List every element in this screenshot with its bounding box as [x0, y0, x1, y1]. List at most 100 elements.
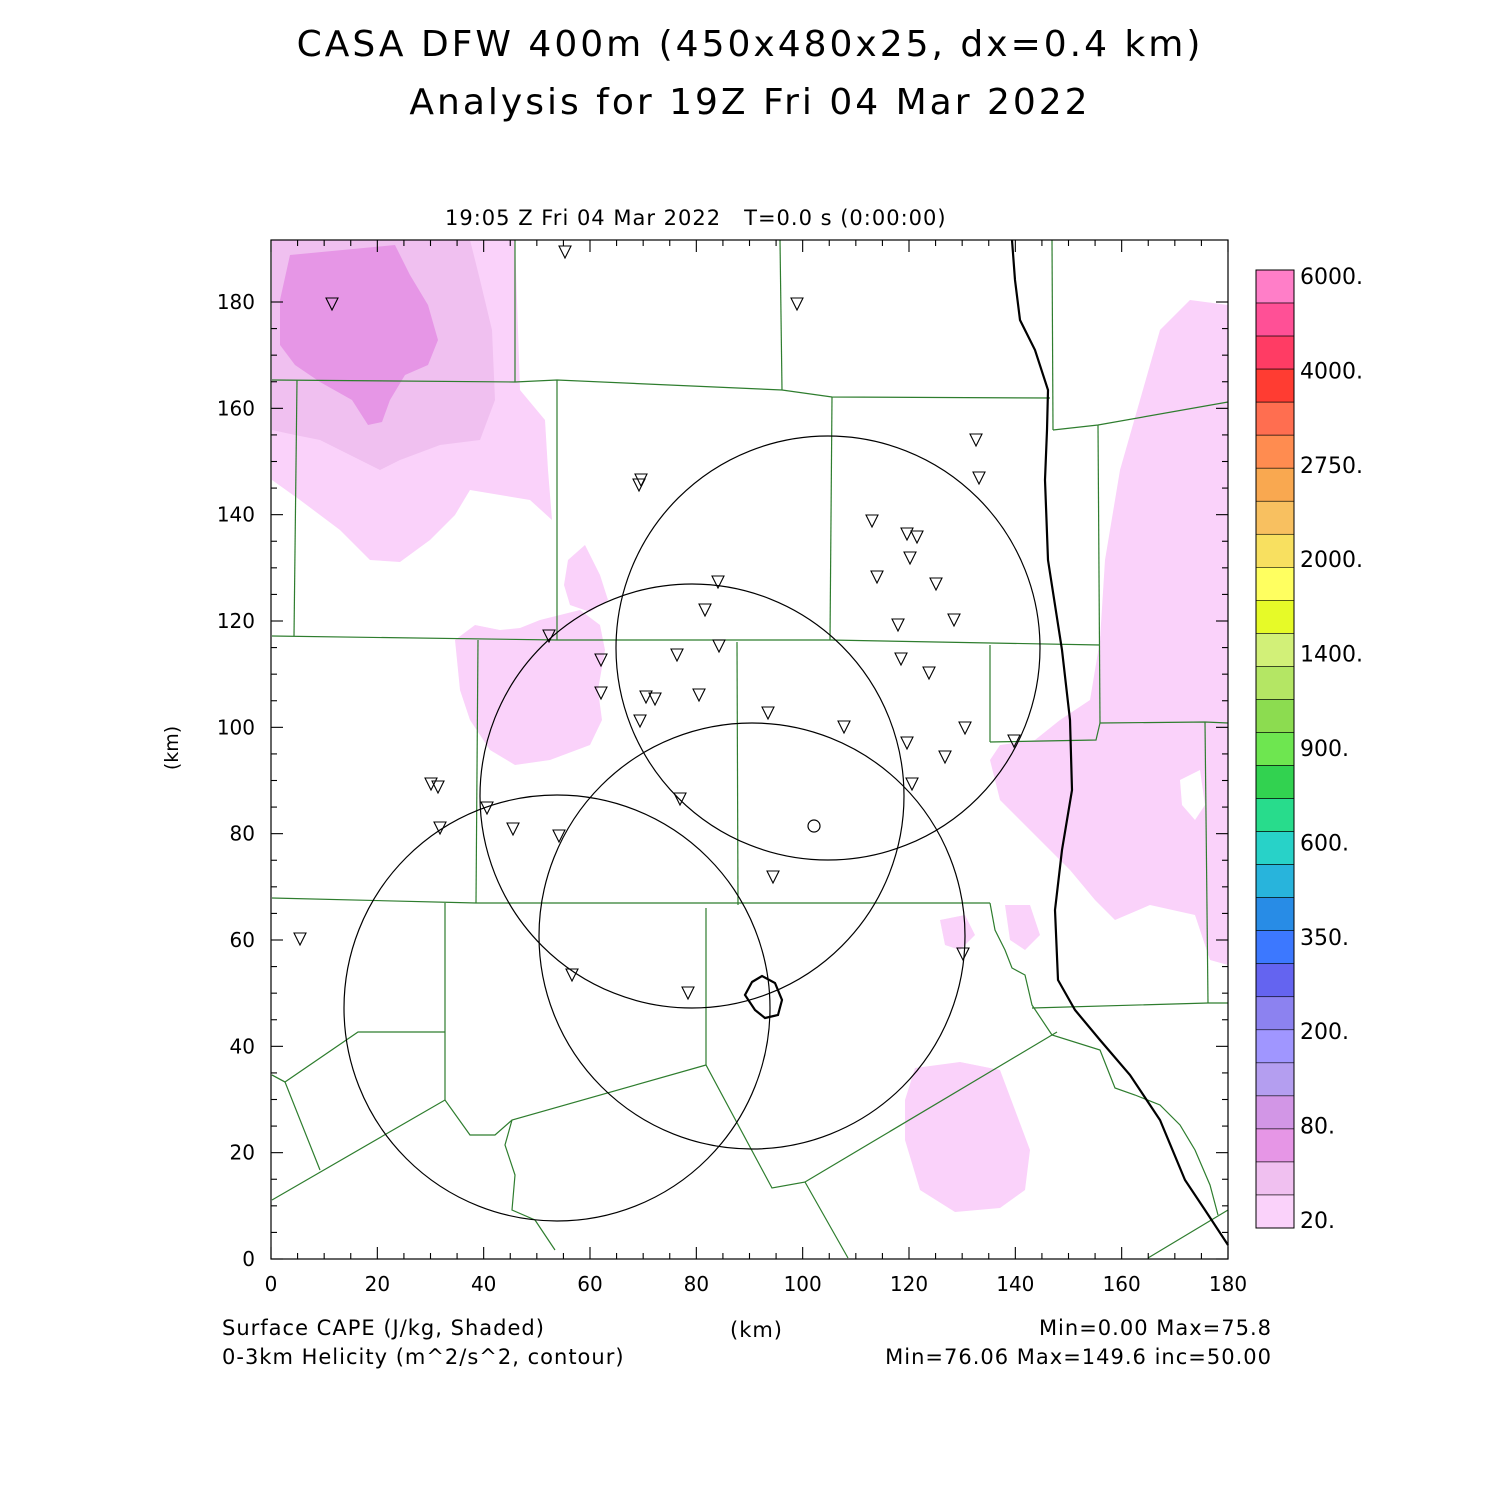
x-tick-labels: 0 20 40 60 80 100 120 140 160 180 — [265, 1272, 1247, 1296]
x-tick-label: 80 — [684, 1272, 709, 1296]
y-tick-label: 60 — [230, 928, 255, 952]
station-marker — [969, 433, 983, 448]
station-marker — [922, 666, 936, 681]
y-tick-label: 160 — [217, 396, 255, 420]
colorbar-segment — [1255, 1095, 1295, 1130]
station-marker — [552, 829, 566, 844]
station-marker — [905, 777, 919, 792]
station-marker — [958, 721, 972, 736]
colorbar-label: 900. — [1300, 737, 1349, 762]
station-marker — [761, 706, 775, 721]
colorbar-segment — [1255, 1161, 1295, 1196]
colorbar-segment — [1255, 633, 1295, 667]
colorbar-label: 200. — [1300, 1020, 1349, 1045]
station-marker — [639, 690, 653, 705]
radar-range-circle-3 — [538, 722, 966, 1150]
station-marker — [766, 870, 780, 885]
cape-area-east — [990, 300, 1228, 965]
colorbar-segment — [1255, 401, 1295, 436]
colorbar-segment — [1255, 798, 1295, 832]
station-marker — [325, 297, 339, 312]
footer-left-line1: Surface CAPE (J/kg, Shaded) — [222, 1316, 545, 1340]
cape-shading — [272, 240, 1228, 1212]
station-marker — [891, 618, 905, 633]
station-marker — [910, 530, 924, 545]
colorbar-segment — [1255, 302, 1295, 337]
station-marker — [903, 551, 917, 566]
station-marker — [865, 514, 879, 529]
station-marker — [542, 629, 556, 644]
y-tick-labels: 0 20 40 60 80 100 120 140 160 180 — [217, 290, 255, 1271]
x-tick-label: 120 — [890, 1272, 928, 1296]
colorbar-segment — [1255, 831, 1295, 865]
station-marker — [634, 473, 648, 488]
station-marker — [670, 648, 684, 663]
helicity-contour — [743, 974, 784, 1020]
colorbar-segment — [1255, 699, 1295, 733]
cape-area-east-fringe — [1005, 905, 1040, 950]
cape-area-west-small — [564, 545, 608, 612]
x-tick-label: 180 — [1209, 1272, 1247, 1296]
station-marker — [681, 986, 695, 1001]
x-tick-label: 0 — [265, 1272, 278, 1296]
colorbar-segment — [1255, 1128, 1295, 1163]
y-tick-label: 0 — [242, 1247, 255, 1271]
cape-area-west — [455, 610, 605, 765]
colorbar-label: 4000. — [1300, 359, 1363, 384]
x-axis-label: (km) — [730, 1318, 784, 1342]
station-marker — [947, 613, 961, 628]
colorbar-label: 6000. — [1300, 265, 1363, 290]
station-marker — [956, 947, 970, 962]
footer-right-line2: Min=76.06 Max=149.6 inc=50.00 — [885, 1345, 1272, 1369]
colorbar — [1255, 269, 1295, 1229]
station-marker — [648, 692, 662, 707]
colorbar-segment — [1255, 1029, 1295, 1064]
station-marker — [633, 714, 647, 729]
station-marker — [870, 570, 884, 585]
colorbar-segment — [1255, 533, 1295, 568]
station-marker — [837, 720, 851, 735]
radar-site-marker — [807, 819, 821, 833]
x-tick-label: 20 — [365, 1272, 390, 1296]
colorbar-segment — [1255, 467, 1295, 502]
colorbar-label: 600. — [1300, 831, 1349, 856]
y-tick-label: 180 — [217, 290, 255, 314]
y-tick-label: 100 — [217, 715, 255, 739]
station-marker — [1007, 734, 1021, 749]
colorbar-label: 2000. — [1300, 548, 1363, 573]
station-marker — [711, 575, 725, 590]
chart-title-line1: CASA DFW 400m (450x480x25, dx=0.4 km) — [296, 24, 1204, 65]
colorbar-label: 350. — [1300, 926, 1349, 951]
radar-range-circle-1 — [615, 435, 1041, 861]
cape-area-east-small — [940, 915, 975, 950]
colorbar-segment — [1255, 600, 1295, 634]
colorbar-segment — [1255, 765, 1295, 799]
cape-area-east-hole — [1180, 770, 1205, 820]
y-tick-label: 120 — [217, 609, 255, 633]
station-marker — [594, 653, 608, 668]
colorbar-frame — [1255, 269, 1295, 1229]
radar-range-circle-2 — [479, 583, 905, 1009]
colorbar-segment — [1255, 269, 1295, 304]
colorbar-segment — [1255, 897, 1295, 931]
colorbar-segment — [1255, 666, 1295, 700]
station-marker — [480, 801, 494, 816]
station-marker — [698, 603, 712, 618]
station-marker — [293, 932, 307, 947]
y-tick-label: 40 — [230, 1034, 255, 1058]
station-marker — [900, 736, 914, 751]
x-tick-label: 100 — [784, 1272, 822, 1296]
station-marker — [565, 968, 579, 983]
x-tick-label: 140 — [996, 1272, 1034, 1296]
colorbar-segment — [1255, 1062, 1295, 1097]
colorbar-segment — [1255, 567, 1295, 601]
colorbar-segment — [1255, 434, 1295, 469]
y-tick-label: 80 — [230, 822, 255, 846]
colorbar-segment — [1255, 335, 1295, 370]
colorbar-label: 20. — [1300, 1209, 1335, 1234]
chart-title-line2: Analysis for 19Z Fri 04 Mar 2022 — [409, 82, 1091, 123]
colorbar-label: 1400. — [1300, 643, 1363, 668]
radar-range-circles — [343, 435, 1041, 1222]
station-markers — [293, 245, 1021, 1001]
colorbar-label: 80. — [1300, 1115, 1335, 1140]
